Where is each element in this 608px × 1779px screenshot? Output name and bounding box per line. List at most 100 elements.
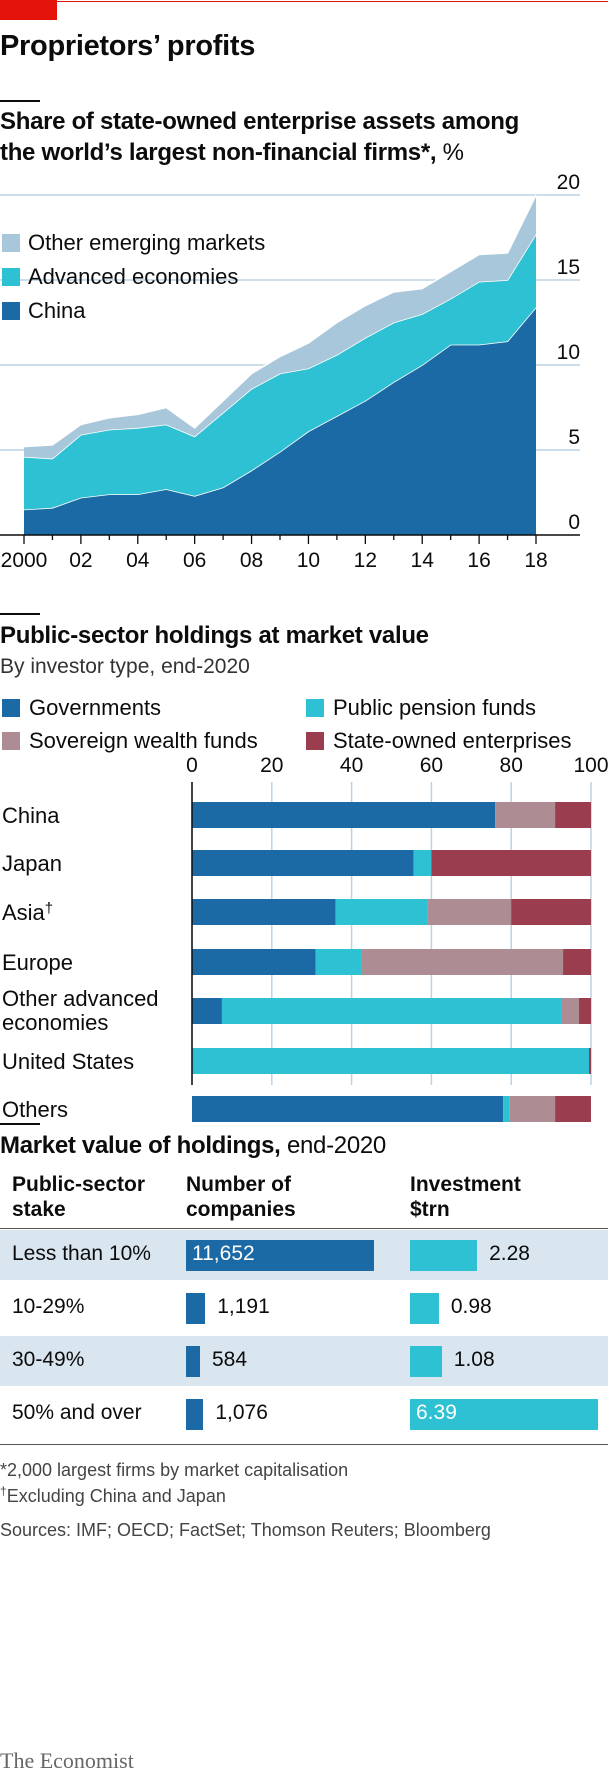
category-label: Asia† <box>2 900 53 925</box>
investment-bar <box>410 1240 478 1271</box>
bar-sovereign-wealth-funds <box>361 949 564 975</box>
x-tick-label: 18 <box>524 549 547 572</box>
col-header-investment: Investment $trn <box>410 1173 521 1221</box>
bar-sovereign-wealth-funds <box>509 1096 556 1122</box>
y-tick-label: 5 <box>568 426 580 449</box>
footnote-dagger: †Excluding China and Japan <box>0 1484 226 1506</box>
x-tick-label: 06 <box>183 549 206 572</box>
x-tick-label: 60 <box>420 754 443 777</box>
x-tick-label: 2000 <box>1 549 48 572</box>
stacked-bar-chart: Governments Public pension funds Sovereign… <box>2 695 608 1122</box>
x-tick-label: 0 <box>186 754 198 777</box>
legend-swatch <box>2 268 20 286</box>
stake-label: Less than 10% <box>12 1242 151 1265</box>
x-tick-label: 02 <box>69 549 92 572</box>
bar-state-owned-enterprises <box>511 899 591 925</box>
legend-label: China <box>28 298 86 323</box>
bar-public-pension-funds <box>335 899 428 925</box>
x-tick-label: 08 <box>240 549 263 572</box>
investment-value: 2.28 <box>489 1242 530 1265</box>
companies-bar <box>186 1399 204 1430</box>
table-bottom-rule <box>0 1444 608 1445</box>
bar-state-owned-enterprises <box>579 998 591 1024</box>
investment-bar <box>410 1399 598 1430</box>
table-row: 10-29% 1,191 0.98 <box>0 1283 608 1333</box>
bar-sovereign-wealth-funds <box>427 899 512 925</box>
col-header-companies: Number of companies <box>186 1173 296 1221</box>
section-rule <box>0 100 40 102</box>
x-tick-label: 10 <box>297 549 320 572</box>
stake-label: 10-29% <box>12 1295 85 1318</box>
bar-governments <box>192 998 222 1024</box>
bar-state-owned-enterprises <box>589 1048 591 1074</box>
series-boundary-line <box>23 194 537 448</box>
legend-label: Public pension funds <box>333 695 536 720</box>
table-header-rule <box>0 1228 608 1229</box>
category-label: economies <box>2 1010 108 1035</box>
y-tick-label: 15 <box>557 256 580 279</box>
bar-state-owned-enterprises <box>555 802 591 828</box>
x-tick-label: 100 <box>573 754 608 777</box>
chart2-title: Public-sector holdings at market value <box>0 622 429 649</box>
y-tick-label: 20 <box>557 171 580 194</box>
investment-value: 1.08 <box>453 1348 495 1371</box>
category-label: Japan <box>2 851 62 876</box>
category-label-text: Asia <box>2 900 46 925</box>
legend-swatch <box>2 302 20 320</box>
x-tick-label: 20 <box>260 754 283 777</box>
y-tick-label: 0 <box>568 511 580 534</box>
companies-value: 584 <box>212 1348 248 1371</box>
x-tick-label: 80 <box>500 754 523 777</box>
legend-label: Sovereign wealth funds <box>29 728 258 753</box>
stake-label: 30-49% <box>12 1348 85 1371</box>
companies-value: 1,076 <box>215 1401 268 1424</box>
x-tick-label: 12 <box>354 549 377 572</box>
area-series-advanced-economies <box>24 234 536 510</box>
x-tick-label: 14 <box>411 549 435 572</box>
category-label: China <box>2 803 60 828</box>
legend-swatch <box>306 699 324 717</box>
x-tick-label: 40 <box>340 754 363 777</box>
footnote-star: *2,000 largest firms by market capitalis… <box>0 1460 349 1480</box>
section-rule <box>0 613 40 615</box>
bar-public-pension-funds <box>315 949 362 975</box>
category-label: Other advanced <box>2 986 159 1011</box>
top-rule <box>0 1 608 2</box>
stake-label: 50% and over <box>12 1401 142 1424</box>
table-row: 50% and over 1,076 6.39 <box>0 1389 608 1439</box>
dagger-mark: † <box>45 900 53 917</box>
legend-swatch <box>2 699 20 717</box>
chart1-title: Share of state-owned enterprise assets a… <box>0 108 519 166</box>
area-chart: 20 15 10 5 0 2000 02 04 06 08 10 12 14 16 18 Other emer… <box>0 171 580 572</box>
category-label: United States <box>2 1049 134 1074</box>
bar-sovereign-wealth-funds <box>561 998 580 1024</box>
area-series-china <box>24 307 536 535</box>
bar-public-pension-funds <box>221 998 562 1024</box>
companies-bar <box>186 1293 206 1324</box>
bar-public-pension-funds <box>503 1096 510 1122</box>
legend-label: State-owned enterprises <box>333 728 571 753</box>
x-tick-label: 04 <box>126 549 150 572</box>
companies-value: 1,191 <box>217 1295 270 1318</box>
legend-label: Governments <box>29 695 161 720</box>
bar-sovereign-wealth-funds <box>495 802 556 828</box>
publication-logo: The Economist <box>0 1748 134 1773</box>
bar-governments <box>192 899 336 925</box>
companies-value: 11,652 <box>192 1242 255 1265</box>
page-title: Proprietors’ profits <box>0 30 256 62</box>
bar-state-owned-enterprises <box>563 949 591 975</box>
investment-value: 0.98 <box>450 1295 492 1318</box>
chart2-subtitle: By investor type, end-2020 <box>0 655 250 678</box>
category-label: Others <box>2 1097 68 1122</box>
bar-governments <box>192 949 316 975</box>
table-row: 30-49% 584 1.08 <box>0 1336 608 1386</box>
section-rule <box>0 1123 40 1125</box>
companies-bar <box>186 1346 200 1377</box>
legend-swatch <box>2 234 20 252</box>
chart3-title: Market value of holdings, end-2020 <box>0 1132 386 1159</box>
col-header-stake: Public-sector stake <box>12 1173 146 1221</box>
area-series-other-emerging-markets <box>24 195 536 459</box>
bar-state-owned-enterprises <box>431 850 591 876</box>
bar-governments <box>192 1096 504 1122</box>
x-tick-label: 16 <box>467 549 490 572</box>
